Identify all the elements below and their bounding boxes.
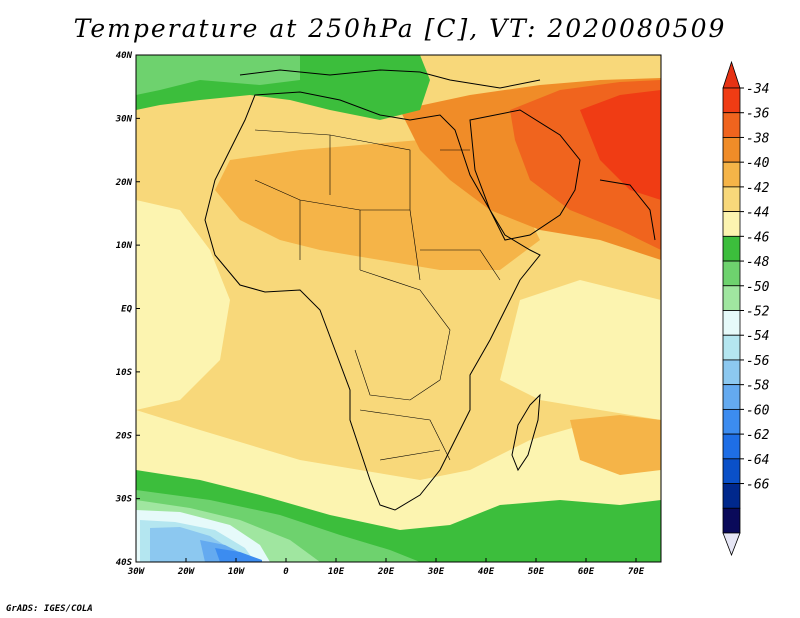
colorbar-arrow-top xyxy=(722,60,741,89)
lat-label: 10S xyxy=(116,368,133,378)
colorbar-swatch xyxy=(722,384,741,410)
colorbar-label: -66 xyxy=(746,478,770,493)
colorbar-swatch xyxy=(722,408,741,435)
colorbar-swatch xyxy=(722,87,741,114)
colorbar-label: -50 xyxy=(746,280,770,295)
colorbar-label: -46 xyxy=(746,230,770,245)
colorbar-swatch xyxy=(722,433,741,460)
india-coastline xyxy=(599,179,656,241)
colorbar-swatch xyxy=(722,310,741,336)
lat-label: EQ xyxy=(121,305,132,315)
colorbar-swatch xyxy=(722,359,741,386)
colorbar-label: -44 xyxy=(746,206,769,221)
lon-label: 20W xyxy=(177,567,196,577)
lat-label: 20S xyxy=(115,431,133,441)
colorbar-swatch xyxy=(722,507,741,534)
colorbar-label: -40 xyxy=(746,156,770,171)
chart-title: Temperature at 250hPa [C], VT: 202008050… xyxy=(73,14,727,43)
colorbar-swatch xyxy=(722,334,741,361)
field-band-44-west xyxy=(136,200,230,410)
colorbar-label: -62 xyxy=(746,428,770,443)
lon-label: 70E xyxy=(628,567,645,577)
colorbar-label: -36 xyxy=(746,107,770,122)
colorbar-label: -34 xyxy=(746,82,769,97)
field-band-34 xyxy=(580,90,661,200)
lat-label: 30N xyxy=(115,114,133,124)
field-band-48-north xyxy=(136,55,300,95)
field-band-44-east xyxy=(500,280,661,420)
lat-label: 10N xyxy=(116,241,133,251)
coastlines xyxy=(204,69,656,511)
field-band-40-south xyxy=(570,415,661,475)
credit-text: GrADS: IGES/COLA xyxy=(6,604,93,614)
lat-label: 40N xyxy=(116,51,133,61)
lon-label: 30E xyxy=(427,567,445,577)
latitude-labels: 40N 30N 20N 10N EQ 10S 20S 30S 40S xyxy=(115,51,140,568)
country-borders xyxy=(254,129,501,461)
arabia-coastline xyxy=(469,109,581,241)
colorbar-label: -60 xyxy=(746,403,770,418)
lon-label: 20E xyxy=(377,567,395,577)
colorbar-label: -58 xyxy=(746,379,770,394)
lon-label: 30W xyxy=(127,567,146,577)
colorbar-swatch xyxy=(722,161,741,188)
temperature-field xyxy=(136,55,661,562)
lon-label: 10E xyxy=(328,567,345,577)
lon-label: 0 xyxy=(283,567,289,577)
lon-label: 10W xyxy=(228,567,246,577)
colorbar-label: -42 xyxy=(746,181,770,196)
colorbar-swatch xyxy=(722,211,741,237)
colorbar-swatch xyxy=(722,260,741,287)
longitude-labels: 30W 20W 10W 0 10E 20E 30E 40E 50E 60E 70E xyxy=(127,558,645,577)
colorbar-label: -64 xyxy=(746,453,769,468)
colorbar-label: -54 xyxy=(746,329,769,344)
colorbar-swatch xyxy=(722,186,741,213)
colorbar: -34 -36 -38 -40 -42 -44 -46 -48 -50 -52 -54 -56 -58 -… xyxy=(722,60,770,557)
lat-label: 20N xyxy=(115,178,133,188)
lat-label: 30S xyxy=(115,495,133,505)
colorbar-swatch xyxy=(722,235,741,262)
colorbar-swatch xyxy=(722,112,741,138)
madagascar-coastline xyxy=(511,393,541,472)
lat-label: 40S xyxy=(116,558,133,568)
lon-label: 60E xyxy=(578,567,595,577)
lon-label: 50E xyxy=(528,567,545,577)
europe-coastline xyxy=(239,69,541,89)
colorbar-swatch xyxy=(722,483,741,509)
colorbar-label: -52 xyxy=(746,305,770,320)
africa-coastline xyxy=(204,91,541,511)
colorbar-arrow-bottom xyxy=(722,532,741,557)
lon-label: 40E xyxy=(478,567,495,577)
colorbar-swatch xyxy=(722,137,741,163)
colorbar-label: -38 xyxy=(746,131,770,146)
field-band-60-south xyxy=(215,548,262,562)
colorbar-label: -48 xyxy=(746,255,770,270)
colorbar-swatch xyxy=(722,285,741,311)
colorbar-label: -56 xyxy=(746,354,770,369)
colorbar-swatch xyxy=(722,458,741,484)
